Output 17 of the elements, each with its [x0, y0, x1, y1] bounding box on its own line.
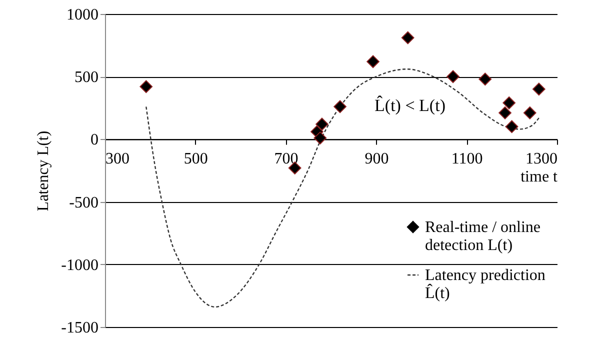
y-tick-label: 0 [90, 132, 98, 149]
x-axis-title: time t [520, 168, 558, 186]
y-axis-title: Latency L(t) [35, 130, 52, 212]
legend-label: Latency prediction L̂(t) [425, 267, 546, 302]
x-tick-label: 300 [106, 150, 130, 168]
x-tick-label: 900 [364, 150, 389, 168]
x-tick-label: 700 [274, 150, 298, 168]
x-tick-label: 1100 [451, 150, 483, 168]
y-tick-label: -1000 [61, 256, 98, 274]
x-tick-label: 1300 [526, 150, 558, 168]
x-tick-label: 500 [184, 150, 208, 168]
legend-label: Real-time / online detection L(t) [425, 219, 541, 254]
y-tick-label: -500 [69, 194, 98, 212]
y-tick-label: 1000 [66, 6, 98, 24]
y-tick-label: 500 [74, 69, 98, 86]
y-tick-label: -1500 [61, 320, 98, 336]
annotation: L̂(t) < L(t) [374, 96, 446, 115]
